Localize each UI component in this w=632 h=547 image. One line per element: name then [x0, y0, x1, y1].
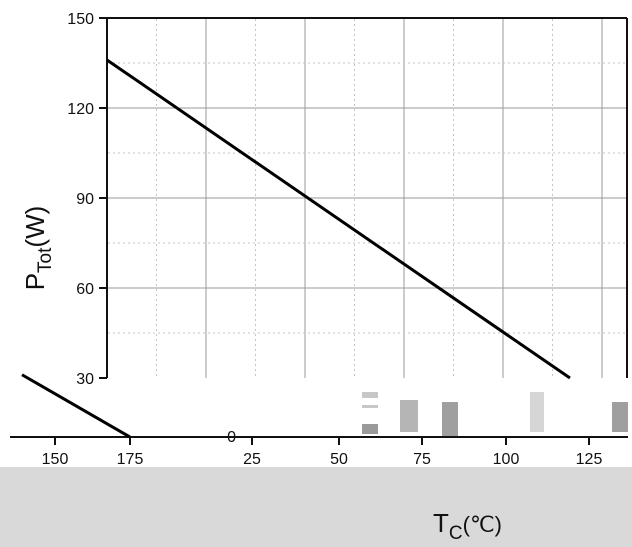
- y-tick-label: 120: [67, 101, 94, 118]
- strip-bar-4: [400, 400, 418, 432]
- x-tick-label: 100: [493, 451, 520, 468]
- x-tick-label: 25: [243, 451, 261, 468]
- x-tick-label: 125: [576, 451, 603, 468]
- y-tick-label-0: 0: [227, 429, 236, 446]
- bottom-band: [0, 467, 632, 547]
- strip-bar-1: [362, 392, 378, 398]
- x-axis-title: TC(℃): [433, 508, 502, 544]
- y-ticks: 30 60 90 120 150: [67, 11, 107, 388]
- strip-gap: [365, 392, 379, 432]
- series-line-upper: [106, 58, 571, 380]
- y-tick-label: 90: [76, 191, 94, 208]
- strip-bar-2: [362, 405, 378, 408]
- y-tick-label: 30: [76, 371, 94, 388]
- x-tick-label: 150: [42, 451, 69, 468]
- strip-bar-3: [362, 424, 378, 434]
- strip-bar-6: [530, 392, 544, 432]
- strip-bar-5: [442, 402, 458, 436]
- series-line-lower: [21, 373, 131, 439]
- lower-strip: [362, 392, 628, 436]
- x-tick-label: 50: [330, 451, 348, 468]
- strip-bar-7: [612, 402, 628, 432]
- x-tick-label: 75: [413, 451, 431, 468]
- x-ticks: 25 50 75 100 125 150 175: [42, 437, 603, 468]
- x-tick-label: 175: [117, 451, 144, 468]
- grid-upper: [108, 19, 626, 378]
- y-tick-label: 60: [76, 281, 94, 298]
- y-tick-label: 150: [67, 11, 94, 28]
- y-axis-title: PTot(W): [20, 206, 56, 291]
